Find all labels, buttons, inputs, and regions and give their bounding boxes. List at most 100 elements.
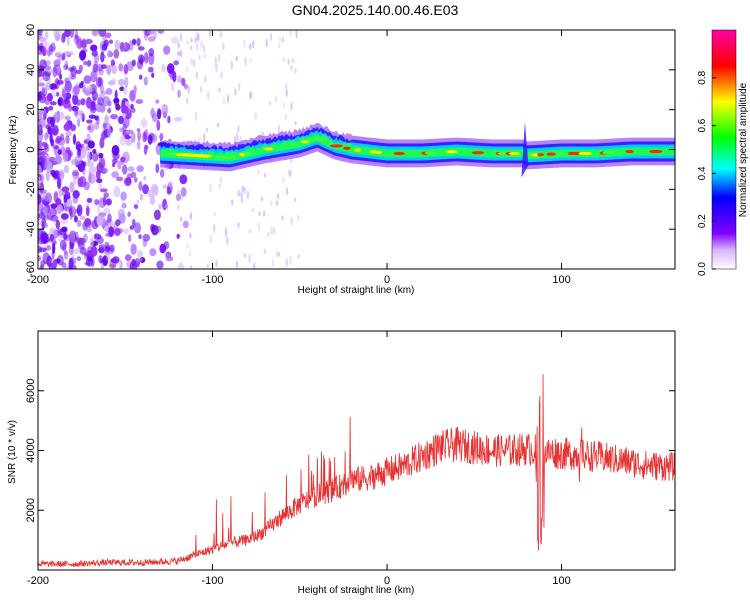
spectrogram-noise-cell <box>285 258 289 268</box>
spectrogram-noise-cell <box>86 160 94 168</box>
snr-ticks: -200 -100 0 100 2000 4000 6000 <box>25 331 675 587</box>
spectrogram-noise-cell <box>155 99 160 104</box>
spectrogram-noise-cell <box>251 208 254 213</box>
spectrogram-noise-cell <box>102 255 109 267</box>
spectrogram-noise-cell <box>180 194 184 200</box>
spectrogram-noise-cell <box>38 36 47 43</box>
spectrogram-noise-cell <box>62 152 69 163</box>
spectrogram-noise-cell <box>274 95 278 102</box>
spectrogram-noise-cell <box>294 67 297 74</box>
spectrogram-ridge-peak <box>625 149 634 154</box>
spectrogram-noise-cell <box>52 259 58 268</box>
spectrogram-noise-cell <box>75 208 81 214</box>
spectrogram-noise-cell <box>249 58 252 64</box>
spectrogram-noise-cell <box>70 75 77 80</box>
spectrogram-noise-cell <box>90 44 98 52</box>
spectrogram-noise-cell <box>100 91 107 96</box>
spectrogram-noise-cell <box>132 218 136 228</box>
spectrogram-noise-cell <box>222 97 226 105</box>
spectrogram-noise-cell <box>111 64 117 75</box>
spectrogram-noise-cell <box>120 191 127 201</box>
spectrogram-ridge-peak <box>531 153 540 157</box>
spectrogram-noise-cell <box>102 122 107 129</box>
spectrogram-noise-cell <box>93 61 99 69</box>
spectrogram-noise-cell <box>38 82 45 87</box>
spectrogram-noise-cell <box>136 37 141 47</box>
spectrogram-noise-cell <box>63 96 70 105</box>
spectrogram-ytick-label: 0 <box>25 146 37 152</box>
spectrogram-noise-cell <box>88 173 97 184</box>
spectrogram-noise-cell <box>147 66 154 73</box>
spectrogram-noise-cell <box>92 63 99 73</box>
spectrogram-noise-cell <box>136 165 144 173</box>
spectrogram-noise-cell <box>189 45 193 51</box>
spectrogram-noise-cell <box>44 132 49 141</box>
spectrogram-noise-cell <box>127 166 135 172</box>
spectrogram-noise-cell <box>208 30 212 37</box>
spectrogram-noise-cell <box>43 143 50 153</box>
spectrogram-noise-cell <box>72 196 78 204</box>
spectrogram-noise-cell <box>234 88 237 96</box>
spectrogram-noise-cell <box>202 44 206 53</box>
spectrogram-noise-cell <box>86 225 92 233</box>
spectrogram-ytick-label: -20 <box>25 181 37 197</box>
spectrogram-noise-cell <box>42 189 48 194</box>
colorbar-gradient <box>711 29 737 270</box>
spectrogram-noise-cell <box>57 149 62 155</box>
spectrogram-noise-cell <box>98 244 106 250</box>
spectrogram-noise-cell <box>81 112 85 123</box>
spectrogram-noise-cell <box>38 30 43 36</box>
spectrogram-noise-cell <box>50 210 54 217</box>
spectrogram-noise-cell <box>167 115 171 124</box>
spectrogram-noise-cell <box>148 132 155 142</box>
spectrogram-noise-cell <box>75 237 82 244</box>
spectrogram-noise-cell <box>162 184 168 189</box>
spectrogram-noise-cell <box>69 181 75 193</box>
spectrogram-noise-cell <box>107 107 112 114</box>
spectrogram-noise-cell <box>198 54 201 61</box>
spectrogram-noise-cell <box>275 250 279 258</box>
spectrogram-noise-cell <box>93 122 100 130</box>
spectrogram-ridge-peak <box>343 146 351 150</box>
spectrogram-noise-cell <box>287 58 290 66</box>
spectrogram-noise-cell <box>55 219 61 230</box>
spectrogram-noise-cell <box>119 41 125 53</box>
spectrogram-noise-cell <box>203 132 206 143</box>
spectrogram-noise-cell <box>50 169 57 176</box>
spectrogram-noise-cell <box>79 215 86 220</box>
spectrogram-noise-cell <box>200 40 203 50</box>
spectrogram-noise-cell <box>38 193 42 205</box>
spectrogram-noise-cell <box>39 59 47 70</box>
spectrogram-noise-cell <box>177 42 180 48</box>
spectrogram-noise-cell <box>148 53 155 66</box>
spectrogram-noise-cell <box>80 98 86 106</box>
spectrogram-noise-cell <box>54 155 63 165</box>
spectrogram-noise-cell <box>186 97 189 104</box>
spectrogram-noise-cell <box>42 70 51 82</box>
spectrogram-noise-cell <box>173 60 180 66</box>
spectrogram-noise-cell <box>175 193 182 202</box>
spectrogram-noise-cell <box>258 211 261 216</box>
spectrogram-noise-cell <box>59 133 65 141</box>
spectrogram-noise-cell <box>38 211 47 220</box>
spectrogram-noise-cell <box>108 226 115 237</box>
snr-xtick-label: 100 <box>552 575 570 587</box>
spectrogram-noise-cell <box>105 251 111 262</box>
spectrogram-noise-cell <box>226 94 230 104</box>
spectrogram-noise-cell <box>129 225 135 230</box>
spectrogram-noise-cell <box>72 175 77 186</box>
spectrogram-noise-cell <box>142 184 149 195</box>
spectrogram-noise-cell <box>75 99 82 106</box>
spectrogram-noise-cell <box>44 197 51 202</box>
spectrogram-noise-cell <box>133 204 139 210</box>
spectrogram-noise-cell <box>243 252 247 259</box>
spectrogram-noise-cell <box>151 72 155 78</box>
spectrogram-noise-cell <box>115 103 121 111</box>
spectrogram-noise-cell <box>235 55 238 62</box>
spectrogram-noise-cell <box>119 134 127 146</box>
spectrogram-noise-cell <box>187 85 190 94</box>
spectrogram-noise-cell <box>137 46 145 51</box>
spectrogram-noise-cell <box>110 113 118 120</box>
spectrogram-noise-cell <box>107 50 113 58</box>
